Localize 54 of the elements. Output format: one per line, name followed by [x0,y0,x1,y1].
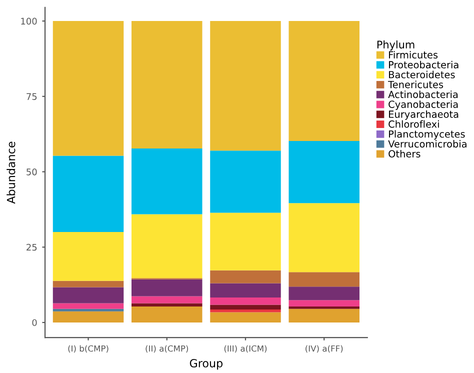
bar [210,283,281,298]
legend-label: Others [388,150,420,158]
bar [288,141,360,204]
bar [132,306,202,322]
bar [132,21,202,149]
legend-label: Verrucomicrobia [388,140,466,148]
bar [210,150,281,213]
bar [52,308,124,312]
bar [288,286,360,300]
legend-title: Phylum [377,40,414,51]
bar [132,148,202,214]
x-tick-label: (I) b(CMP) [68,345,108,353]
x-axis-title: Group [190,359,222,370]
y-axis-title: Abundance [6,142,16,204]
x-tick-label: (IV) a(FF) [306,345,343,353]
bar [52,287,124,304]
legend-label: Euryarchaeota [389,110,458,120]
y-tick-label: 75 [26,93,37,100]
x-tick-label: (II) a(CMP) [146,345,188,353]
bar [210,304,281,310]
bar [132,214,202,278]
bar [52,303,124,309]
bar [52,21,124,156]
bar [210,297,281,305]
bar [210,21,281,151]
legend-label: Chloroflexi [388,120,439,128]
bar [132,296,202,304]
bar [288,21,360,142]
bar [210,310,281,312]
bar [132,279,202,296]
legend-label: Bacteroidetes [389,70,455,78]
legend-label: Planctomycetes [389,130,465,140]
legend-label: Firmicutes [389,50,438,59]
bar [52,156,124,232]
y-tick-label: 0 [32,319,37,326]
legend-label: Cyanobacteria [388,100,458,110]
bar [288,272,360,287]
bar [288,203,360,272]
bar [210,212,281,270]
bar [52,311,124,322]
bar [288,308,360,322]
legend-label: Proteobacteria [389,60,458,68]
bar [210,270,281,284]
bar [288,300,360,307]
legend-label: Actinobacteria [388,90,458,98]
x-tick-label: (III) a(ICM) [224,345,267,353]
bar [52,280,124,288]
y-tick-label: 50 [26,168,37,176]
bar [210,312,281,322]
bar [132,303,202,307]
bar [52,232,124,281]
y-tick-label: 25 [26,244,37,251]
y-tick-label: 100 [21,18,37,25]
legend-label: Tenericutes [388,80,444,88]
